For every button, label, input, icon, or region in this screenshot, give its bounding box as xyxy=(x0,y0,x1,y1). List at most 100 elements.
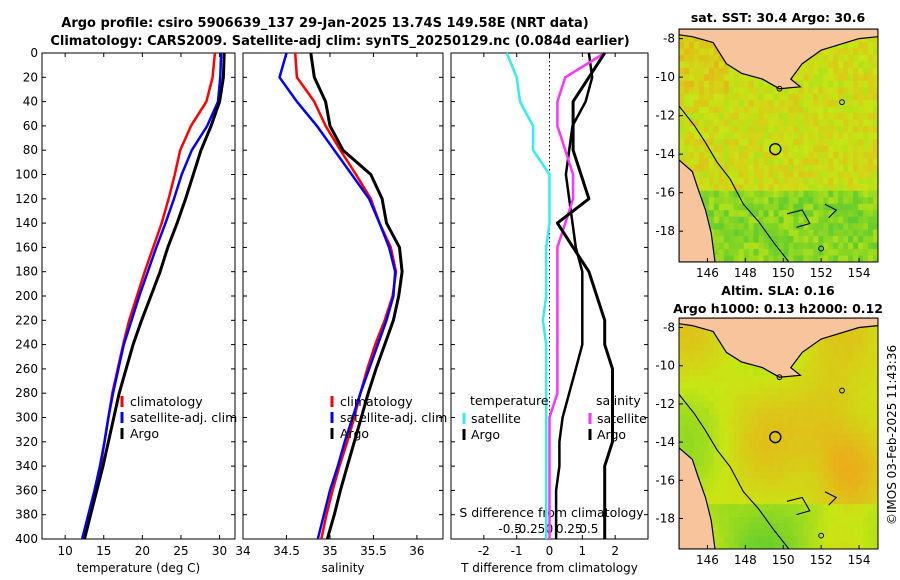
map-cell xyxy=(733,216,740,224)
map-cell xyxy=(863,529,869,537)
map-cell xyxy=(833,497,839,505)
map-cell xyxy=(783,216,790,224)
map-cell xyxy=(728,420,735,428)
map-cell xyxy=(858,113,864,121)
map-cell xyxy=(743,504,750,512)
map-cell xyxy=(793,216,799,224)
map-cell xyxy=(813,242,819,250)
map-content xyxy=(679,29,878,262)
map-cell xyxy=(773,388,780,396)
map-cell xyxy=(768,414,775,422)
map-cell xyxy=(868,41,874,49)
map-cell xyxy=(843,459,849,467)
map-cell xyxy=(833,184,839,192)
map-cell xyxy=(718,388,725,396)
map-cell xyxy=(823,504,829,512)
map-cell xyxy=(733,388,740,396)
map-cell xyxy=(778,388,785,396)
map-cell xyxy=(698,407,705,415)
map-cell xyxy=(738,132,745,140)
map-cell xyxy=(783,420,790,428)
map-cell xyxy=(858,427,864,435)
map-cell xyxy=(733,80,740,88)
map-cell xyxy=(858,100,864,108)
map-cell xyxy=(713,523,720,531)
map-cell xyxy=(708,491,715,499)
map-cell xyxy=(689,446,695,454)
map-cell xyxy=(873,249,878,257)
map-cell xyxy=(813,171,819,179)
map-cell xyxy=(798,446,804,454)
map-cell xyxy=(818,439,824,447)
map-cell xyxy=(843,356,849,364)
map-cell xyxy=(828,67,834,75)
map-cell xyxy=(828,87,834,95)
map-cell xyxy=(793,491,799,499)
map-cell xyxy=(813,510,819,518)
map-cell xyxy=(728,229,735,237)
map-cell xyxy=(808,184,814,192)
map-cell xyxy=(868,516,874,524)
map-cell xyxy=(743,472,750,479)
map-cell xyxy=(813,100,819,108)
map-cell xyxy=(778,510,785,518)
map-cell xyxy=(708,452,715,460)
map-cell xyxy=(803,164,809,172)
map-cell xyxy=(833,152,839,160)
map-cell xyxy=(848,388,854,396)
map-cell xyxy=(763,452,770,460)
map-cell xyxy=(723,158,730,166)
map-cell xyxy=(698,158,705,166)
map-cell xyxy=(843,229,849,237)
map-cell xyxy=(813,249,819,257)
map-cell xyxy=(868,242,874,250)
sla-map-title-line2: Argo h1000: 0.13 h2000: 0.12 xyxy=(673,301,883,316)
map-cell xyxy=(823,369,829,377)
map-cell xyxy=(753,439,760,447)
map-cell xyxy=(718,523,725,531)
map-cell xyxy=(848,184,854,192)
map-cell xyxy=(788,465,795,473)
map-cell xyxy=(783,100,790,108)
map-cell xyxy=(693,171,700,179)
map-cell xyxy=(838,126,844,134)
map-cell xyxy=(758,382,765,390)
legend-label: Argo xyxy=(130,426,159,441)
map-cell xyxy=(768,171,775,179)
map-cell xyxy=(768,158,775,166)
map-cell xyxy=(753,516,760,524)
map-cell xyxy=(808,523,814,531)
map-y-tick-label: -8 xyxy=(663,32,675,46)
map-cell xyxy=(758,420,765,428)
map-cell xyxy=(753,190,760,198)
map-cell xyxy=(873,504,878,512)
map-cell xyxy=(679,337,685,345)
map-cell xyxy=(728,87,735,95)
map-cell xyxy=(828,401,834,409)
map-cell xyxy=(768,491,775,499)
map-cell xyxy=(833,446,839,454)
map-cell xyxy=(848,484,854,492)
map-cell xyxy=(858,356,864,364)
map-cell xyxy=(738,375,745,383)
map-cell xyxy=(873,452,878,460)
map-cell xyxy=(808,54,814,62)
map-cell xyxy=(748,401,755,409)
map-cell xyxy=(868,388,874,396)
map-cell xyxy=(783,197,790,205)
map-cell xyxy=(813,132,819,140)
map-cell xyxy=(868,132,874,140)
map-cell xyxy=(833,484,839,492)
map-cell xyxy=(783,536,790,544)
map-cell xyxy=(833,54,839,62)
map-cell xyxy=(848,80,854,88)
map-cell xyxy=(778,190,785,198)
map-cell xyxy=(693,382,700,390)
map-cell xyxy=(679,93,685,101)
map-cell xyxy=(783,203,790,211)
map-cell xyxy=(828,229,834,237)
map-cell xyxy=(708,48,715,56)
map-cell xyxy=(728,516,735,524)
map-cell xyxy=(803,497,809,505)
map-cell xyxy=(723,382,730,390)
